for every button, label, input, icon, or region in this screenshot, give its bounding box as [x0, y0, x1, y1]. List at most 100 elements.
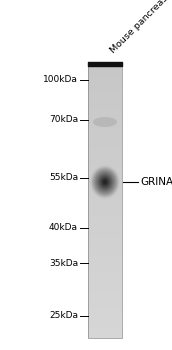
Bar: [88, 86, 122, 90]
Bar: [88, 303, 122, 307]
Bar: [88, 324, 122, 328]
Ellipse shape: [103, 180, 107, 184]
Ellipse shape: [89, 164, 121, 200]
Bar: [88, 252, 122, 255]
Bar: [88, 276, 122, 279]
Text: 100kDa: 100kDa: [43, 76, 78, 84]
Bar: [88, 76, 122, 79]
Bar: [88, 328, 122, 331]
Bar: [88, 283, 122, 286]
Bar: [88, 310, 122, 314]
Bar: [88, 159, 122, 162]
Bar: [88, 117, 122, 121]
Ellipse shape: [92, 168, 118, 196]
Bar: [88, 173, 122, 176]
Bar: [88, 231, 122, 234]
Text: 25kDa: 25kDa: [49, 312, 78, 321]
Bar: [88, 103, 122, 107]
Bar: [88, 290, 122, 293]
Ellipse shape: [100, 176, 110, 188]
Ellipse shape: [98, 174, 112, 190]
Bar: [88, 65, 122, 69]
Bar: [88, 228, 122, 231]
Text: 40kDa: 40kDa: [49, 224, 78, 232]
Ellipse shape: [95, 170, 115, 194]
Ellipse shape: [103, 179, 107, 185]
Ellipse shape: [93, 169, 117, 195]
Ellipse shape: [97, 173, 113, 191]
Bar: [88, 210, 122, 214]
Bar: [88, 221, 122, 224]
Ellipse shape: [92, 167, 118, 197]
Bar: [88, 207, 122, 210]
Bar: [88, 83, 122, 86]
Bar: [88, 307, 122, 310]
Bar: [88, 238, 122, 242]
Bar: [88, 93, 122, 97]
Bar: [88, 255, 122, 259]
Bar: [88, 262, 122, 266]
Ellipse shape: [100, 177, 110, 187]
Ellipse shape: [90, 165, 120, 199]
Bar: [88, 296, 122, 300]
Ellipse shape: [103, 180, 107, 184]
Bar: [88, 62, 122, 338]
Text: GRINA: GRINA: [140, 177, 172, 187]
Bar: [88, 152, 122, 155]
Ellipse shape: [95, 171, 115, 193]
Bar: [88, 145, 122, 148]
Ellipse shape: [93, 168, 117, 196]
Ellipse shape: [101, 178, 109, 186]
Bar: [88, 97, 122, 100]
Ellipse shape: [99, 175, 111, 189]
Bar: [88, 241, 122, 245]
Bar: [88, 193, 122, 197]
Ellipse shape: [93, 169, 117, 195]
Ellipse shape: [100, 176, 110, 188]
Ellipse shape: [94, 169, 116, 195]
Bar: [88, 110, 122, 114]
Bar: [88, 134, 122, 138]
Bar: [88, 272, 122, 276]
Ellipse shape: [102, 179, 108, 185]
Ellipse shape: [93, 117, 117, 127]
Ellipse shape: [102, 178, 108, 186]
Bar: [88, 245, 122, 248]
Ellipse shape: [98, 174, 112, 190]
Bar: [88, 335, 122, 338]
Bar: [88, 186, 122, 190]
Bar: [88, 176, 122, 179]
Bar: [88, 317, 122, 321]
Bar: [88, 72, 122, 76]
Ellipse shape: [95, 171, 115, 193]
Bar: [88, 300, 122, 303]
Bar: [88, 183, 122, 186]
Bar: [88, 121, 122, 124]
Bar: [88, 200, 122, 203]
Bar: [88, 69, 122, 72]
Ellipse shape: [101, 177, 109, 187]
Ellipse shape: [91, 166, 119, 198]
Bar: [88, 79, 122, 83]
Bar: [88, 190, 122, 193]
Ellipse shape: [101, 178, 109, 186]
Bar: [88, 162, 122, 166]
Bar: [88, 114, 122, 117]
Ellipse shape: [96, 172, 114, 193]
Ellipse shape: [90, 166, 120, 198]
Bar: [88, 331, 122, 335]
Bar: [88, 107, 122, 110]
Ellipse shape: [92, 167, 118, 197]
Bar: [88, 100, 122, 103]
Bar: [88, 148, 122, 152]
Ellipse shape: [96, 172, 114, 192]
Text: Mouse pancreas: Mouse pancreas: [109, 0, 170, 55]
Ellipse shape: [97, 173, 113, 191]
Bar: [88, 62, 122, 65]
Bar: [88, 286, 122, 290]
Bar: [88, 179, 122, 183]
Bar: [88, 124, 122, 127]
Bar: [88, 259, 122, 262]
Bar: [88, 314, 122, 317]
Bar: [88, 266, 122, 269]
